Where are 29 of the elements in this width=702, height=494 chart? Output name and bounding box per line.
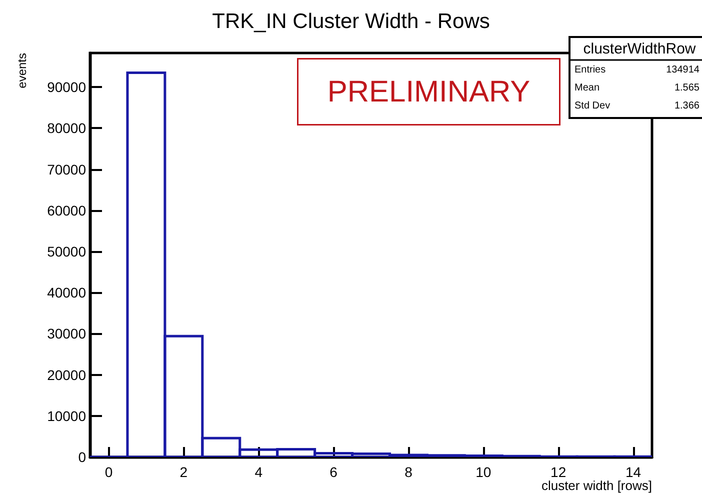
x-tick-label: 2 (180, 464, 188, 480)
x-tick-label: 8 (404, 464, 413, 480)
x-axis-title: cluster width [rows] (541, 478, 652, 493)
y-tick-label: 0 (78, 449, 86, 465)
y-tick-label: 30000 (47, 326, 86, 342)
annotation: clusterWidthRow (583, 40, 696, 58)
x-tick-label: 12 (550, 464, 566, 480)
x-tick-label: 4 (254, 464, 263, 480)
y-tick-label: 60000 (47, 202, 86, 218)
y-tick-label: 80000 (47, 120, 86, 136)
y-tick-label: 10000 (47, 408, 86, 424)
x-tick-label: 10 (476, 464, 492, 480)
y-tick-label: 40000 (47, 284, 86, 301)
x-tick-label: 14 (625, 464, 642, 480)
annotation: Entries (574, 64, 606, 76)
annotation: Std Dev (574, 100, 610, 112)
x-tick-label: 6 (330, 464, 338, 480)
y-axis-title: events (15, 53, 29, 88)
x-tick-label: 0 (104, 464, 113, 480)
y-tick-label: 20000 (47, 366, 86, 383)
y-tick-label: 90000 (47, 79, 86, 96)
annotation: Mean (574, 82, 600, 94)
text: 1.565 (674, 82, 700, 94)
text: 1.366 (674, 100, 700, 112)
annotation: PRELIMINARY (327, 75, 530, 108)
text: 134914 (666, 64, 700, 76)
y-tick-label: 70000 (47, 161, 86, 178)
chart-title: TRK_IN Cluster Width - Rows (212, 10, 490, 33)
y-tick-label: 50000 (47, 244, 86, 260)
